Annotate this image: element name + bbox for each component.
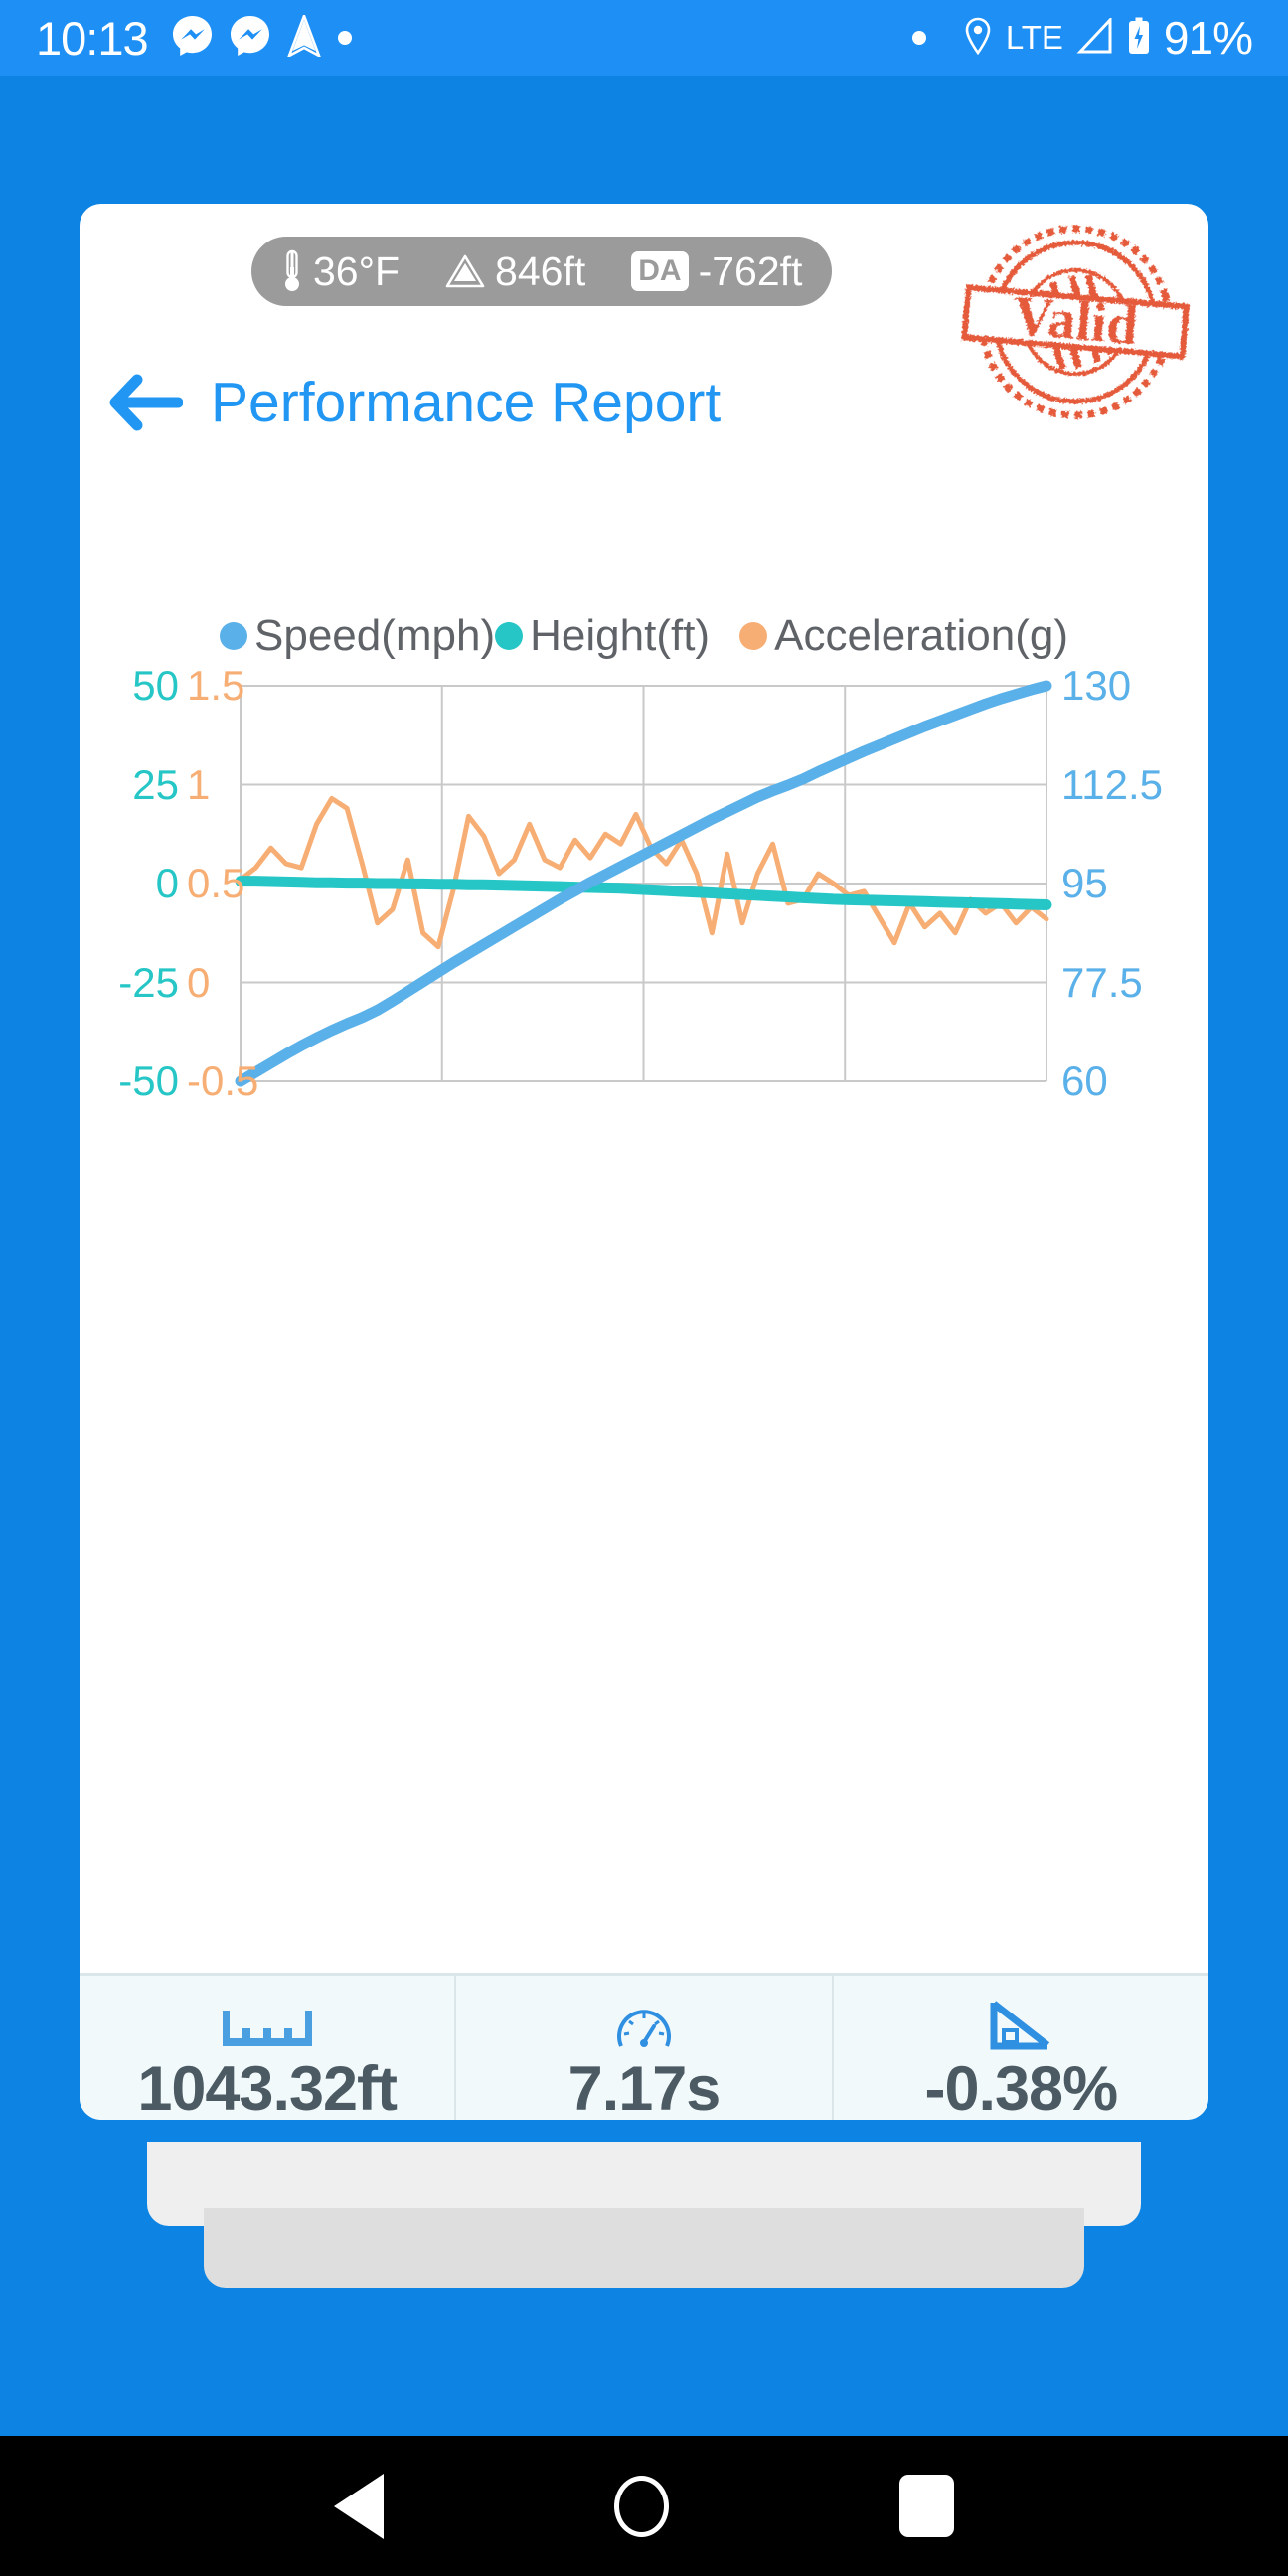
acceleration-axis-tick: 0.5 <box>187 860 245 906</box>
battery-charging-icon <box>1127 16 1151 61</box>
status-bar: 10:13 LTE 91% <box>0 0 1288 76</box>
height-axis-tick: -25 <box>118 958 179 1006</box>
speed-series-line <box>235 680 1052 1087</box>
location-pin-icon <box>963 17 993 60</box>
nav-home-icon[interactable] <box>614 2475 669 2537</box>
conditions-pill: 36°F 846ft DA -762ft <box>251 237 833 306</box>
acceleration-series-line <box>238 795 1049 950</box>
summary-stats: 1043.32ft Distance(ft) 7.1 <box>80 1973 1208 2120</box>
card-header: Performance Report <box>80 343 1208 462</box>
acceleration-axis-tick: 1 <box>187 760 211 808</box>
legend-item-height[interactable]: Height(ft) <box>495 611 710 661</box>
signal-icon <box>1076 15 1114 59</box>
legend-label-height: Height(ft) <box>530 611 711 660</box>
android-navigation-bar <box>0 2436 1288 2576</box>
legend-dot-speed <box>220 622 247 650</box>
messenger-icon <box>230 15 270 61</box>
speed-axis-tick: 95 <box>1061 860 1108 906</box>
speed-axis-tick: 130 <box>1061 662 1132 709</box>
altitude-value: 846ft <box>495 247 586 294</box>
page-title: Performance Report <box>211 371 722 434</box>
stat-slope-value: -0.38% <box>924 2053 1119 2120</box>
stat-distance-value: 1043.32ft <box>137 2053 398 2120</box>
acceleration-axis-tick: 1.5 <box>187 662 245 709</box>
card-stack-sheet <box>204 2208 1084 2288</box>
arrow-left-icon <box>109 374 183 431</box>
speed-axis-tick: 60 <box>1061 1057 1108 1104</box>
speed-axis-tick: 112.5 <box>1061 760 1163 808</box>
speedometer-icon <box>616 2001 672 2052</box>
status-bar-system-icons: LTE 91% <box>911 11 1253 65</box>
legend-label-acceleration: Acceleration(g) <box>774 611 1068 660</box>
height-axis-tick: 50 <box>132 662 179 709</box>
back-button[interactable] <box>80 343 211 462</box>
dot-icon <box>911 31 926 45</box>
legend-dot-acceleration <box>739 622 768 650</box>
status-bar-notification-icons <box>172 11 352 62</box>
chart-gridlines <box>240 685 1047 1082</box>
height-axis-tick: 25 <box>132 760 179 808</box>
performance-report-card: Performance Report Valid <box>80 204 1208 2120</box>
density-altitude-badge: DA <box>631 251 689 291</box>
network-type-label: LTE <box>1005 19 1063 56</box>
height-axis-tick: -50 <box>118 1057 179 1104</box>
ruler-icon <box>222 2001 312 2052</box>
stat-distance[interactable]: 1043.32ft Distance(ft) <box>80 1976 454 2120</box>
navigation-arrow-icon <box>286 11 322 62</box>
thermometer-icon <box>285 249 299 291</box>
legend-item-speed[interactable]: Speed(mph) <box>220 611 495 661</box>
stat-time[interactable]: 7.17s 60-130 mph <box>454 1976 831 2120</box>
legend-label-speed: Speed(mph) <box>254 611 496 660</box>
status-bar-clock: 10:13 <box>36 11 149 65</box>
acceleration-axis-tick: 0 <box>187 958 211 1006</box>
temperature-value: 36°F <box>313 247 401 294</box>
altitude-mountain-icon <box>445 254 485 288</box>
battery-percent-label: 91% <box>1163 12 1253 64</box>
speed-axis-tick: 77.5 <box>1061 958 1143 1006</box>
messenger-icon <box>172 15 213 61</box>
nav-back-icon[interactable] <box>334 2473 384 2539</box>
stat-time-value: 7.17s <box>567 2053 722 2120</box>
legend-item-acceleration[interactable]: Acceleration(g) <box>739 611 1068 661</box>
stat-slope[interactable]: -0.38% Slope <box>831 1976 1208 2120</box>
chart-canvas <box>235 680 1052 1087</box>
performance-chart[interactable]: 50 1.5 130 25 1 112.5 0 0.5 95 -25 0 77.5 -50 -0.5 60 <box>80 662 1208 1173</box>
slope-icon <box>988 2001 1053 2052</box>
chart-legend: Speed(mph) Height(ft) Acceleration(g) <box>80 611 1208 661</box>
dot-icon <box>337 31 352 45</box>
height-axis-tick: 0 <box>155 860 179 906</box>
legend-dot-height <box>495 622 524 650</box>
acceleration-axis-tick: -0.5 <box>187 1057 259 1104</box>
nav-recents-icon[interactable] <box>899 2475 954 2537</box>
height-series-line <box>235 876 1052 910</box>
density-altitude-value: -762ft <box>698 247 803 294</box>
